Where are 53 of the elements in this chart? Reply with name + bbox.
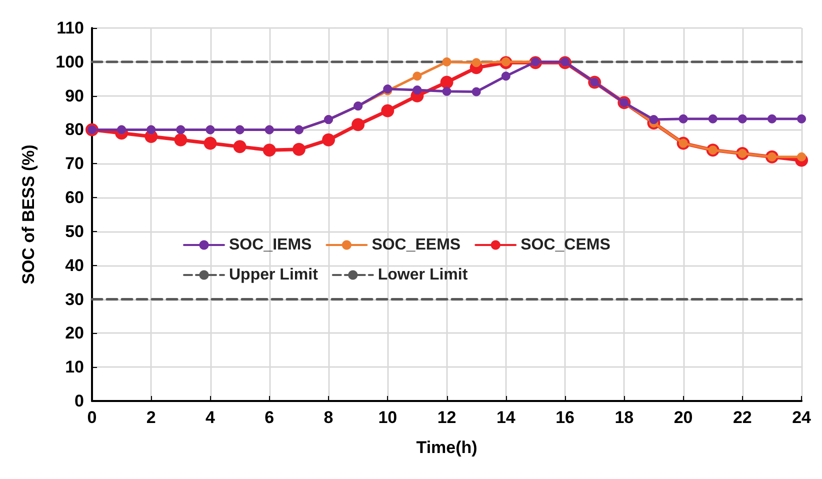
point bbox=[708, 114, 718, 124]
legend-label: Upper Limit bbox=[229, 266, 319, 284]
point bbox=[174, 133, 188, 146]
y-tick-label: 90 bbox=[65, 86, 84, 106]
y-tick-label: 70 bbox=[65, 154, 84, 174]
y-tick-label: 40 bbox=[65, 256, 84, 275]
y-tick-label: 20 bbox=[65, 324, 84, 343]
point bbox=[472, 87, 481, 96]
x-tick-label: 14 bbox=[496, 408, 516, 427]
point bbox=[797, 114, 806, 124]
point bbox=[501, 72, 510, 81]
x-tick-label: 18 bbox=[614, 408, 634, 427]
x-tick-label: 2 bbox=[146, 408, 156, 427]
point bbox=[412, 86, 422, 95]
point bbox=[381, 104, 394, 118]
point bbox=[352, 118, 365, 132]
y-tick-label: 110 bbox=[56, 18, 84, 38]
x-tick-label: 20 bbox=[674, 408, 693, 427]
y-tick-label: 0 bbox=[74, 392, 84, 410]
y-tick-label: 80 bbox=[65, 120, 84, 140]
x-axis-title: Time(h) bbox=[416, 438, 478, 457]
y-tick-label: 10 bbox=[65, 358, 84, 377]
point bbox=[738, 114, 747, 124]
point bbox=[292, 142, 306, 156]
x-tick-label: 22 bbox=[732, 408, 752, 427]
point bbox=[440, 76, 454, 89]
point bbox=[322, 133, 336, 146]
legend-label: SOC_IEMS bbox=[229, 236, 312, 254]
y-tick-label: 50 bbox=[65, 222, 84, 241]
x-tick-label: 10 bbox=[378, 408, 398, 427]
x-tick-label: 8 bbox=[324, 408, 334, 427]
point bbox=[767, 114, 776, 124]
point bbox=[678, 114, 688, 124]
x-tick-label: 4 bbox=[206, 408, 216, 427]
x-tick-label: 0 bbox=[87, 408, 97, 427]
point bbox=[472, 58, 481, 68]
point bbox=[442, 86, 452, 96]
point bbox=[442, 57, 452, 66]
point bbox=[204, 136, 217, 150]
x-tick-label: 24 bbox=[792, 408, 812, 427]
x-tick-label: 16 bbox=[556, 408, 574, 427]
point bbox=[233, 140, 246, 154]
point bbox=[262, 144, 276, 157]
x-tick-label: 12 bbox=[437, 408, 456, 427]
x-tick-label: 6 bbox=[264, 408, 274, 427]
y-axis-title: SOC of BESS (%) bbox=[19, 144, 38, 284]
point bbox=[412, 72, 422, 81]
y-tick-label: 100 bbox=[56, 52, 84, 72]
legend-label: Lower Limit bbox=[378, 266, 468, 284]
y-tick-label: 60 bbox=[65, 188, 84, 208]
legend-label: SOC_CEMS bbox=[520, 236, 611, 254]
legend-label: SOC_EEMS bbox=[372, 236, 461, 254]
y-tick-label: 30 bbox=[65, 290, 84, 309]
